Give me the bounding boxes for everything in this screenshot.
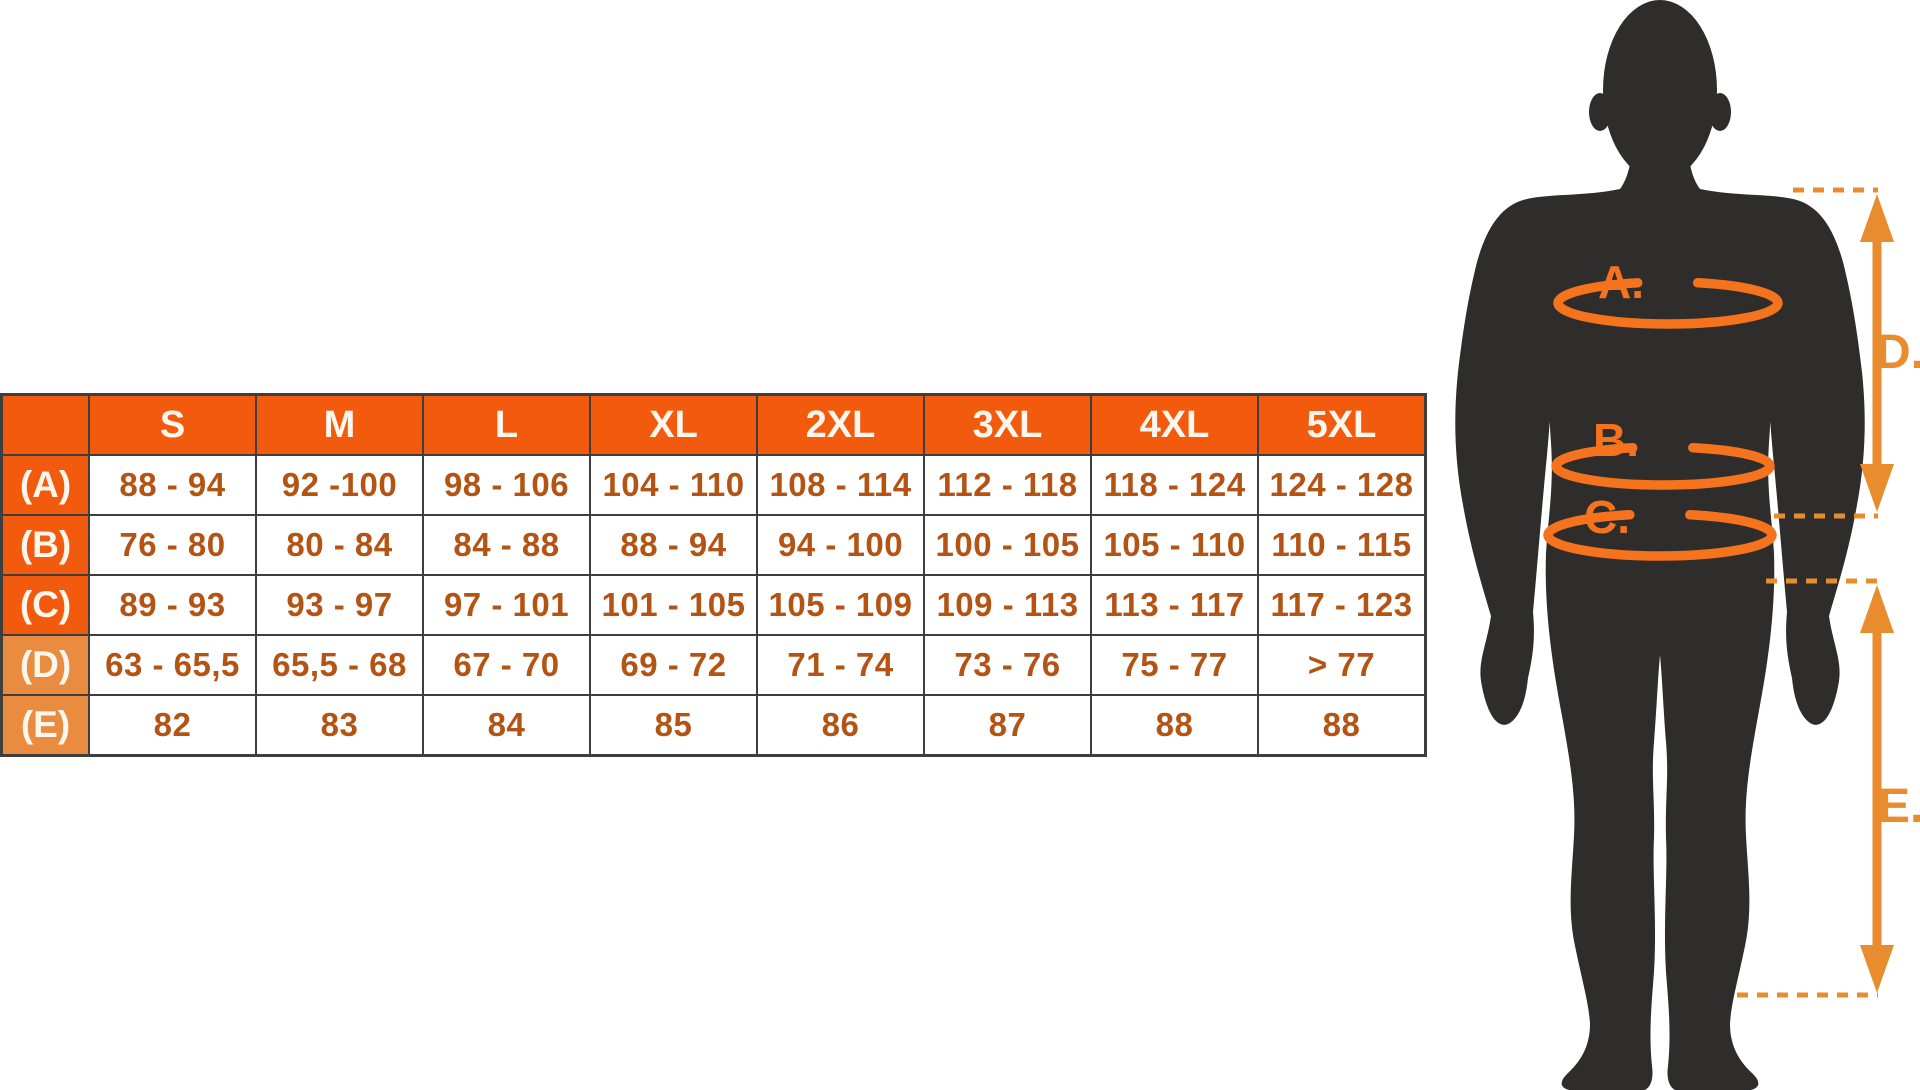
waist-tape-ellipse (1551, 442, 1775, 490)
size-value-cell: 92 -100 (257, 456, 422, 514)
arrowhead-up-icon (1860, 194, 1894, 242)
arrowhead-up-icon (1860, 585, 1894, 633)
measurement-label-chest: A. (1598, 256, 1644, 308)
size-column-header: 5XL (1259, 396, 1424, 454)
size-column-header: L (424, 396, 589, 454)
size-value-cell: 85 (591, 696, 756, 754)
size-column-header: M (257, 396, 422, 454)
size-value-cell: 84 (424, 696, 589, 754)
measurement-label-leg-length: E. (1878, 780, 1920, 833)
size-value-cell: 69 - 72 (591, 636, 756, 694)
measurement-label-waist: B. (1593, 414, 1639, 466)
size-value-cell: 88 (1092, 696, 1257, 754)
size-value-cell: 105 - 110 (1092, 516, 1257, 574)
size-value-cell: 67 - 70 (424, 636, 589, 694)
measurement-row-label: (E) (3, 696, 88, 754)
measurement-label-torso-height: D. (1876, 326, 1920, 379)
size-value-cell: 100 - 105 (925, 516, 1090, 574)
size-value-cell: 87 (925, 696, 1090, 754)
chest-tape-ellipse (1553, 277, 1783, 329)
size-value-cell: 73 - 76 (925, 636, 1090, 694)
size-value-cell: 83 (257, 696, 422, 754)
size-value-cell: 98 - 106 (424, 456, 589, 514)
size-value-cell: 101 - 105 (591, 576, 756, 634)
hip-tape-ellipse (1543, 509, 1777, 561)
size-value-cell: 93 - 97 (257, 576, 422, 634)
silhouette-head (1603, 0, 1717, 180)
size-value-cell: 76 - 80 (90, 516, 255, 574)
size-value-cell: 71 - 74 (758, 636, 923, 694)
size-value-cell: 88 - 94 (591, 516, 756, 574)
size-value-cell: 118 - 124 (1092, 456, 1257, 514)
measurement-row-label: (B) (3, 516, 88, 574)
size-column-header: 2XL (758, 396, 923, 454)
size-value-cell: 84 - 88 (424, 516, 589, 574)
size-column-header: 4XL (1092, 396, 1257, 454)
size-value-cell: 89 - 93 (90, 576, 255, 634)
measurement-row-label: (C) (3, 576, 88, 634)
size-column-header: XL (591, 396, 756, 454)
size-column-header: S (90, 396, 255, 454)
size-value-cell: 124 - 128 (1259, 456, 1424, 514)
size-value-cell: 112 - 118 (925, 456, 1090, 514)
arrowhead-down-icon (1860, 945, 1894, 993)
size-value-cell: 113 - 117 (1092, 576, 1257, 634)
size-value-cell: 63 - 65,5 (90, 636, 255, 694)
size-value-cell: 105 - 109 (758, 576, 923, 634)
size-value-cell: > 77 (1259, 636, 1424, 694)
size-value-cell: 97 - 101 (424, 576, 589, 634)
human-silhouette (1455, 0, 1865, 1090)
measurement-row-label: (A) (3, 456, 88, 514)
size-value-cell: 82 (90, 696, 255, 754)
size-value-cell: 88 (1259, 696, 1424, 754)
size-value-cell: 80 - 84 (257, 516, 422, 574)
size-value-cell: 104 - 110 (591, 456, 756, 514)
size-chart-table: S M L XL 2XL 3XL 4XL 5XL (A) 88 - 94 92 -100 98 - 1… (0, 393, 1427, 757)
torso-height-arrow (1860, 194, 1894, 512)
size-value-cell: 88 - 94 (90, 456, 255, 514)
measurement-label-hip: C. (1584, 491, 1630, 543)
measurement-figure: A. B. C. D. E. (1455, 0, 1920, 1090)
size-value-cell: 109 - 113 (925, 576, 1090, 634)
size-value-cell: 108 - 114 (758, 456, 923, 514)
silhouette-ear-left (1589, 93, 1611, 131)
size-value-cell: 110 - 115 (1259, 516, 1424, 574)
silhouette-ear-right (1709, 93, 1731, 131)
measurement-row-label: (D) (3, 636, 88, 694)
size-column-header: 3XL (925, 396, 1090, 454)
arrowhead-down-icon (1860, 464, 1894, 512)
size-value-cell: 94 - 100 (758, 516, 923, 574)
leg-length-arrow (1860, 585, 1894, 993)
size-value-cell: 75 - 77 (1092, 636, 1257, 694)
size-value-cell: 86 (758, 696, 923, 754)
size-value-cell: 117 - 123 (1259, 576, 1424, 634)
size-value-cell: 65,5 - 68 (257, 636, 422, 694)
corner-cell (3, 396, 88, 454)
